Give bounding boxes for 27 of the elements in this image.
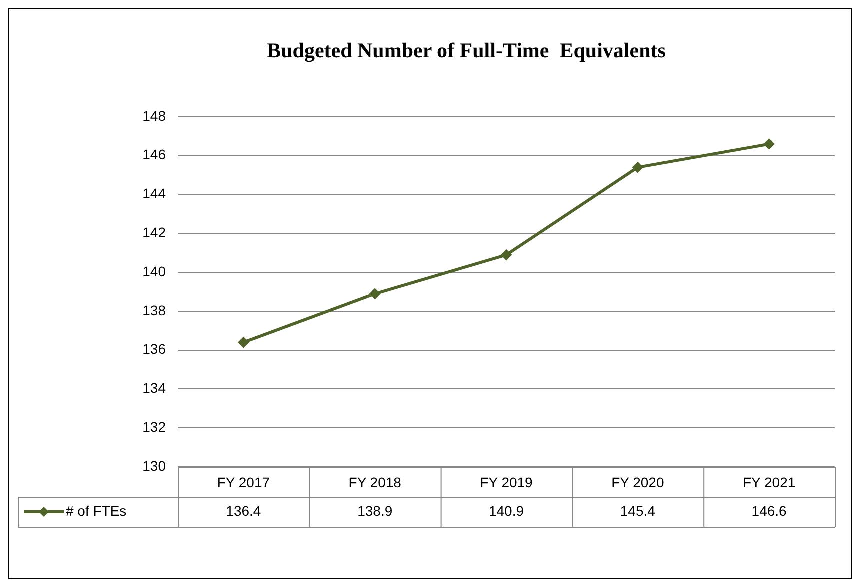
chart-title: Budgeted Number of Full-Time Equivalents [267,38,666,62]
point [238,337,250,348]
point [764,138,775,150]
point [370,288,381,300]
data-label: 140.9 [488,502,524,519]
data-label: 146.6 [752,502,788,519]
legend-label: # of FTEs [66,502,127,519]
data-label: 145.4 [620,502,656,519]
y-tick-label: 140 [142,263,166,280]
y-tick-label: 146 [142,146,166,163]
y-tick-label: 134 [142,380,166,396]
y-tick-label: 130 [142,458,166,474]
point [501,250,512,261]
y-tick-label: 132 [142,418,166,435]
y-tick-label: 142 [142,224,166,241]
point [632,162,644,174]
x-tick-label: FY 2019 [480,474,534,490]
y-tick-label: 138 [142,302,166,318]
x-tick-label: FY 2020 [612,474,664,490]
y-tick-label: 148 [142,108,166,124]
x-tick-label: FY 2021 [742,474,796,490]
y-tick-label: 144 [142,186,166,202]
x-tick-label: FY 2018 [348,474,402,490]
data-label: 138.9 [358,502,393,519]
data-label: 136.4 [226,502,262,519]
y-tick-label: 136 [142,341,166,358]
x-tick-label: FY 2017 [217,474,270,490]
